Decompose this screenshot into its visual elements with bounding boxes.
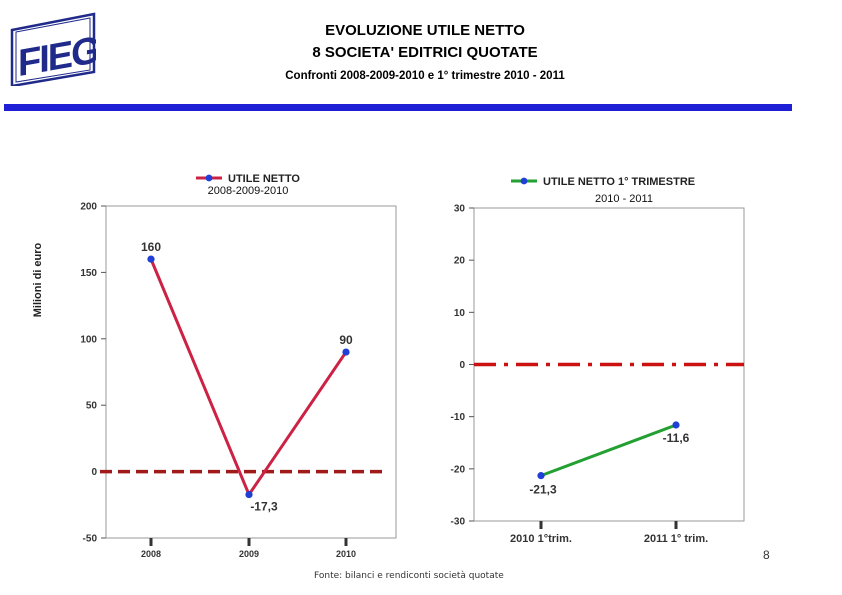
y-tick-label-0-2: 50 (86, 401, 98, 412)
y-tick-label-1-2: -10 (451, 412, 466, 423)
series-line-1 (540, 423, 677, 478)
x-tick-label-0-2: 2010 (336, 549, 356, 559)
legend-marker-0 (205, 174, 213, 182)
x-tick-label-1-1: 2011 1° trim. (644, 533, 708, 545)
x-tick-label-0-1: 2009 (239, 549, 259, 559)
y-tick-label-0-3: 100 (80, 334, 97, 345)
source-note: Fonte: bilanci e rendiconti società quot… (314, 571, 504, 581)
data-label-1-0: -21,3 (529, 483, 557, 497)
data-label-0-2: 90 (339, 333, 353, 347)
legend-marker-1 (520, 177, 528, 185)
x-tick-label-0-0: 2008 (141, 549, 161, 559)
data-point-1-0 (537, 472, 545, 480)
page-title-line1: EVOLUZIONE UTILE NETTO (325, 22, 525, 39)
data-label-0-1: -17,3 (250, 500, 278, 514)
y-tick-label-1-5: 20 (454, 256, 466, 267)
page-subtitle: Confronti 2008-2009-2010 e 1° trimestre … (285, 70, 565, 82)
data-point-1-1 (672, 421, 680, 429)
legend-label-1: UTILE NETTO 1° TRIMESTRE (543, 176, 695, 188)
data-point-0-0 (147, 255, 155, 263)
y-tick-label-0-1: 0 (91, 467, 97, 478)
data-label-0-0: 160 (141, 240, 161, 254)
fieg-logo: FIEG (10, 12, 96, 86)
page-number: 8 (763, 548, 770, 562)
page-title-line2: 8 SOCIETA' EDITRICI QUOTATE (312, 44, 538, 61)
y-tick-label-0-5: 200 (80, 202, 97, 213)
header-band (4, 104, 792, 111)
y-tick-label-0-4: 150 (80, 268, 97, 279)
y-tick-label-1-0: -30 (451, 517, 466, 528)
data-label-1-1: -11,6 (663, 431, 690, 445)
y-tick-label-1-1: -20 (451, 464, 466, 475)
y-tick-label-1-3: 0 (459, 360, 465, 371)
series-line-0 (149, 258, 348, 498)
plot-frame-0 (105, 205, 397, 539)
legend-sub-1: 2010 - 2011 (595, 193, 653, 205)
legend-label-0: UTILE NETTO (228, 173, 300, 185)
data-point-0-2 (342, 348, 350, 356)
y-tick-label-1-4: 10 (454, 308, 466, 319)
data-point-0-1 (245, 490, 253, 499)
y-tick-label-0-0: -50 (83, 534, 98, 545)
y-tick-label-1-6: 30 (454, 204, 466, 215)
legend-sub-0: 2008-2009-2010 (208, 185, 289, 197)
x-tick-label-1-0: 2010 1°trim. (510, 533, 572, 545)
